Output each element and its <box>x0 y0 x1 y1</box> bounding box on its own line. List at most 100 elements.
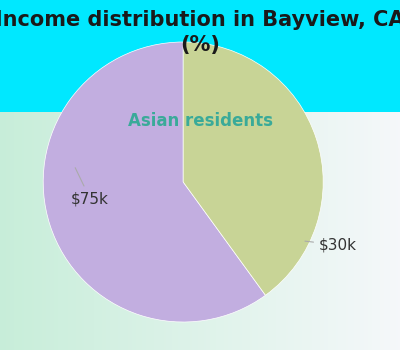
Bar <box>64 112 66 350</box>
Bar <box>208 112 210 350</box>
Bar <box>290 112 292 350</box>
Bar <box>28 112 30 350</box>
Bar <box>200 112 202 350</box>
Bar <box>344 112 346 350</box>
Bar <box>78 112 80 350</box>
Bar <box>142 112 144 350</box>
Bar <box>116 112 118 350</box>
Bar <box>324 112 326 350</box>
Bar <box>328 112 330 350</box>
Bar <box>262 112 264 350</box>
Bar <box>354 112 356 350</box>
Bar <box>40 112 42 350</box>
Bar <box>206 112 208 350</box>
Bar <box>396 112 398 350</box>
Bar <box>332 112 334 350</box>
Bar <box>282 112 284 350</box>
Bar <box>68 112 70 350</box>
Bar <box>266 112 268 350</box>
Bar <box>384 112 386 350</box>
Bar <box>330 112 332 350</box>
Bar <box>244 112 246 350</box>
Bar <box>252 112 254 350</box>
Bar <box>292 112 294 350</box>
Bar <box>310 112 312 350</box>
Text: $75k: $75k <box>71 168 109 206</box>
Bar <box>386 112 388 350</box>
Bar <box>274 112 276 350</box>
Bar <box>20 112 22 350</box>
Bar <box>226 112 228 350</box>
Bar <box>242 112 244 350</box>
Bar <box>26 112 28 350</box>
Wedge shape <box>43 42 266 322</box>
Bar <box>124 112 126 350</box>
Bar <box>42 112 44 350</box>
Bar <box>88 112 90 350</box>
Bar <box>240 112 242 350</box>
Bar <box>314 112 316 350</box>
Bar <box>380 112 382 350</box>
Bar <box>390 112 392 350</box>
Bar <box>36 112 38 350</box>
Bar <box>382 112 384 350</box>
Bar <box>298 112 300 350</box>
Text: Asian residents: Asian residents <box>128 112 272 130</box>
Bar <box>234 112 236 350</box>
Bar <box>254 112 256 350</box>
Bar <box>162 112 164 350</box>
Bar <box>84 112 86 350</box>
Bar <box>342 112 344 350</box>
Bar <box>186 112 188 350</box>
Bar <box>180 112 182 350</box>
Bar <box>188 112 190 350</box>
Bar <box>6 112 8 350</box>
Bar <box>362 112 364 350</box>
Bar <box>148 112 150 350</box>
Bar <box>372 112 374 350</box>
Bar <box>308 112 310 350</box>
Bar <box>122 112 124 350</box>
Bar <box>334 112 336 350</box>
Bar <box>46 112 48 350</box>
Bar <box>216 112 218 350</box>
Bar <box>346 112 348 350</box>
Bar <box>112 112 114 350</box>
Bar <box>336 112 338 350</box>
Bar <box>138 112 140 350</box>
Bar <box>228 112 230 350</box>
Bar <box>106 112 108 350</box>
Bar <box>164 112 166 350</box>
Bar <box>214 112 216 350</box>
Bar <box>366 112 368 350</box>
Bar <box>374 112 376 350</box>
Bar <box>104 112 106 350</box>
Bar <box>82 112 84 350</box>
Bar <box>288 112 290 350</box>
Bar <box>322 112 324 350</box>
Bar <box>2 112 4 350</box>
Bar <box>370 112 372 350</box>
Bar <box>50 112 52 350</box>
Bar <box>98 112 100 350</box>
Bar <box>144 112 146 350</box>
Bar <box>18 112 20 350</box>
Bar <box>280 112 282 350</box>
Bar <box>284 112 286 350</box>
Bar <box>12 112 14 350</box>
Bar <box>326 112 328 350</box>
Bar <box>256 112 258 350</box>
Bar <box>52 112 54 350</box>
Bar <box>140 112 142 350</box>
Bar <box>130 112 132 350</box>
Bar <box>306 112 308 350</box>
Bar <box>156 112 158 350</box>
Bar <box>158 112 160 350</box>
Bar <box>100 112 102 350</box>
Bar <box>128 112 130 350</box>
Bar <box>80 112 82 350</box>
Bar <box>320 112 322 350</box>
Bar <box>236 112 238 350</box>
Bar <box>96 112 98 350</box>
Bar <box>16 112 18 350</box>
